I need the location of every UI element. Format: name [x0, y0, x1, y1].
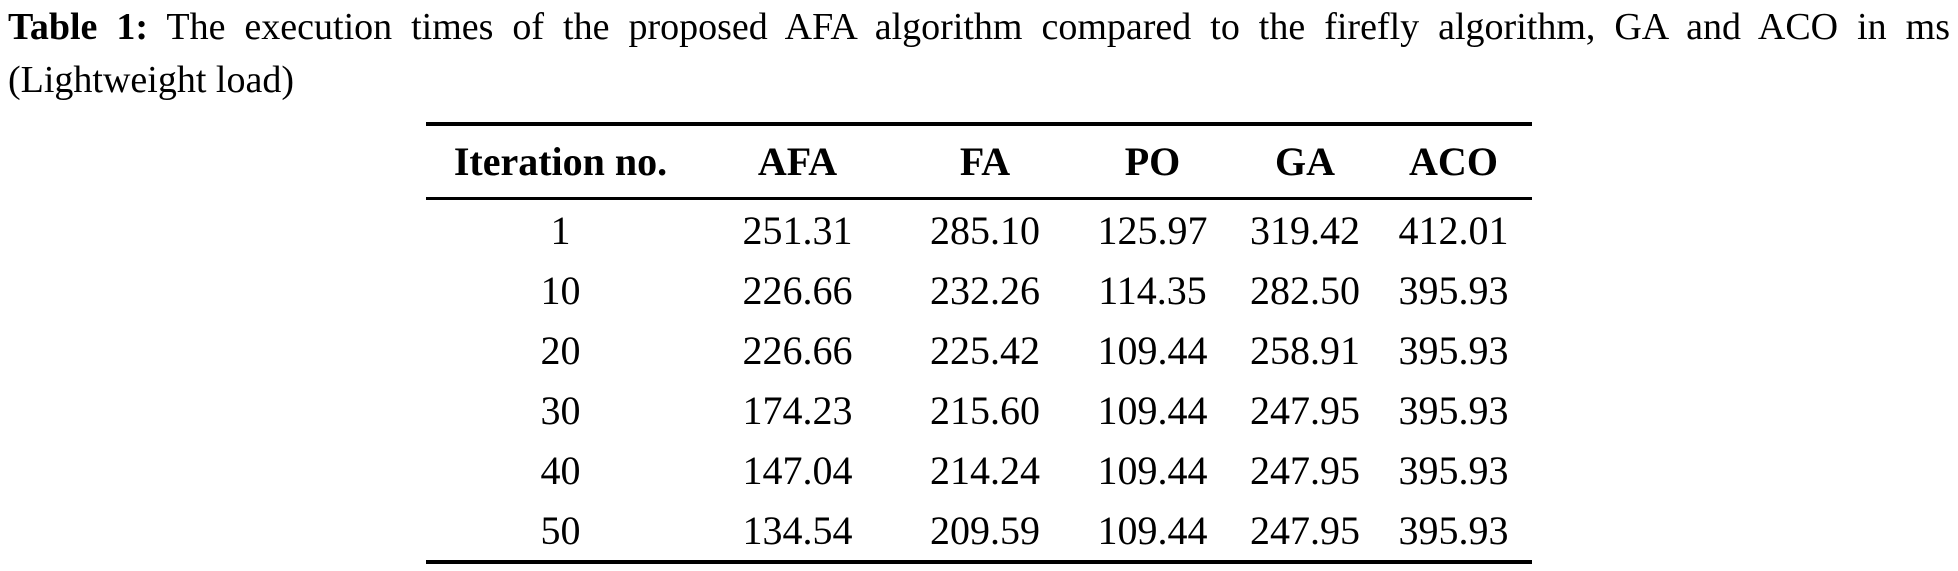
- table-cell: 395.93: [1398, 387, 1509, 433]
- table-cell: 395.93: [1398, 327, 1509, 373]
- table-row: 10 226.66 232.26 114.35 282.50 395.93: [426, 260, 1532, 320]
- header-cell-po: PO: [1070, 124, 1235, 200]
- table-cell: 134.54: [742, 507, 853, 553]
- table-cell: 258.91: [1250, 327, 1360, 373]
- table-caption: Table 1: The execution times of the prop…: [8, 1, 1950, 107]
- table-cell: 1: [550, 207, 571, 253]
- table-cell: 109.44: [1097, 507, 1208, 553]
- table-cell: 50: [540, 507, 581, 553]
- table-cell: 251.31: [742, 207, 853, 253]
- header-cell-fa: FA: [900, 124, 1070, 200]
- table-cell: 282.50: [1250, 267, 1360, 313]
- table-cell: 395.93: [1398, 507, 1509, 553]
- table-cell: 209.59: [930, 507, 1040, 553]
- table-cell: 109.44: [1097, 447, 1208, 493]
- caption-text: The execution times of the proposed AFA …: [166, 6, 1950, 48]
- table-cell: 109.44: [1097, 327, 1208, 373]
- table-cell: 174.23: [742, 387, 853, 433]
- table-cell: 215.60: [930, 387, 1040, 433]
- table-header-row: Iteration no. AFA FA PO GA ACO: [426, 124, 1532, 200]
- header-cell-iteration: Iteration no.: [426, 124, 695, 200]
- table-row: 50 134.54 209.59 109.44 247.95 395.93: [426, 500, 1532, 562]
- caption-label: Table 1:: [8, 6, 149, 48]
- table-cell: 226.66: [742, 267, 853, 313]
- header-cell-ga: GA: [1235, 124, 1375, 200]
- table-row: 20 226.66 225.42 109.44 258.91 395.93: [426, 320, 1532, 380]
- table-cell: 30: [540, 387, 581, 433]
- table-cell: 395.93: [1398, 447, 1509, 493]
- table-cell: 225.42: [930, 327, 1040, 373]
- table-cell: 125.97: [1097, 207, 1208, 253]
- table-row: 1 251.31 285.10 125.97 319.42 412.01: [426, 199, 1532, 261]
- table-cell: 247.95: [1250, 447, 1360, 493]
- header-cell-aco: ACO: [1375, 124, 1532, 200]
- caption-line-1: Table 1: The execution times of the prop…: [8, 1, 1950, 54]
- table-cell: 285.10: [930, 207, 1040, 253]
- table-cell: 20: [540, 327, 581, 373]
- table-row: 40 147.04 214.24 109.44 247.95 395.93: [426, 440, 1532, 500]
- table-cell: 109.44: [1097, 387, 1208, 433]
- table-row: 30 174.23 215.60 109.44 247.95 395.93: [426, 380, 1532, 440]
- table-cell: 226.66: [742, 327, 853, 373]
- table-cell: 319.42: [1250, 207, 1360, 253]
- table-cell: 247.95: [1250, 507, 1360, 553]
- table-cell: 40: [540, 447, 581, 493]
- table-cell: 114.35: [1098, 267, 1207, 313]
- caption-line-2: (Lightweight load): [8, 59, 294, 101]
- header-cell-afa: AFA: [695, 124, 900, 200]
- table-cell: 412.01: [1398, 207, 1509, 253]
- table-body: 1 251.31 285.10 125.97 319.42 412.01 10 …: [426, 199, 1532, 563]
- table-cell: 10: [540, 267, 581, 313]
- execution-times-table: Iteration no. AFA FA PO GA ACO 1 251.31 …: [426, 122, 1532, 564]
- table-cell: 395.93: [1398, 267, 1509, 313]
- table-cell: 247.95: [1250, 387, 1360, 433]
- table-cell: 214.24: [930, 447, 1040, 493]
- table-cell: 147.04: [742, 447, 853, 493]
- table-cell: 232.26: [930, 267, 1040, 313]
